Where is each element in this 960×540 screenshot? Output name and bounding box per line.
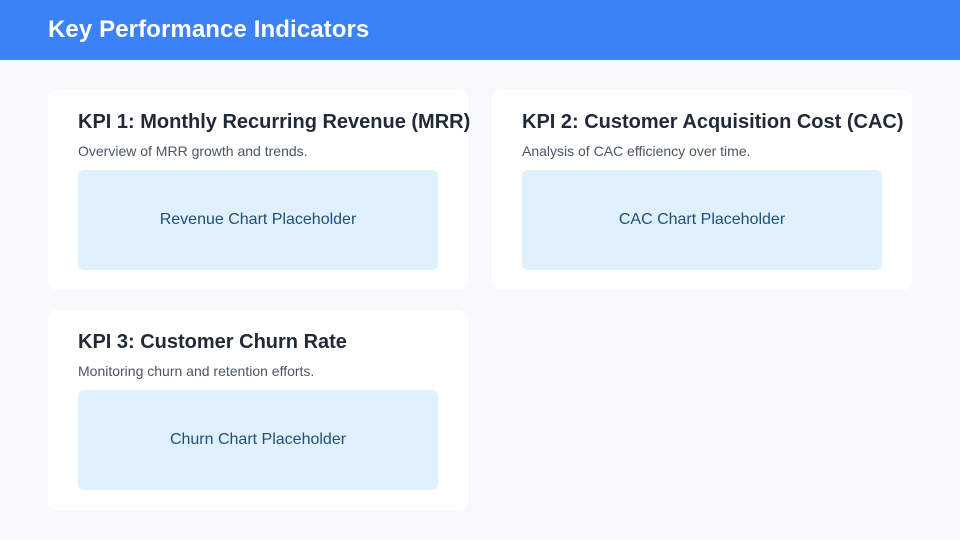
cac-chart-placeholder: CAC Chart Placeholder [522, 170, 882, 270]
kpi-card-title: KPI 1: Monthly Recurring Revenue (MRR) [78, 111, 471, 133]
revenue-chart-placeholder: Revenue Chart Placeholder [78, 170, 438, 270]
kpi-card-description: Overview of MRR growth and trends. [78, 143, 308, 159]
kpi-card-churn: KPI 3: Customer Churn Rate Monitoring ch… [48, 310, 468, 510]
churn-chart-placeholder: Churn Chart Placeholder [78, 390, 438, 490]
kpi-card-title: KPI 2: Customer Acquisition Cost (CAC) [522, 111, 904, 133]
kpi-card-mrr: KPI 1: Monthly Recurring Revenue (MRR) O… [48, 90, 471, 290]
kpi-card-description: Monitoring churn and retention efforts. [78, 363, 315, 379]
page-header: Key Performance Indicators [0, 0, 960, 60]
kpi-card-description: Analysis of CAC efficiency over time. [522, 143, 751, 159]
kpi-card-title: KPI 3: Customer Churn Rate [78, 331, 347, 353]
page-title: Key Performance Indicators [48, 16, 370, 43]
kpi-card-cac: KPI 2: Customer Acquisition Cost (CAC) A… [492, 90, 912, 290]
